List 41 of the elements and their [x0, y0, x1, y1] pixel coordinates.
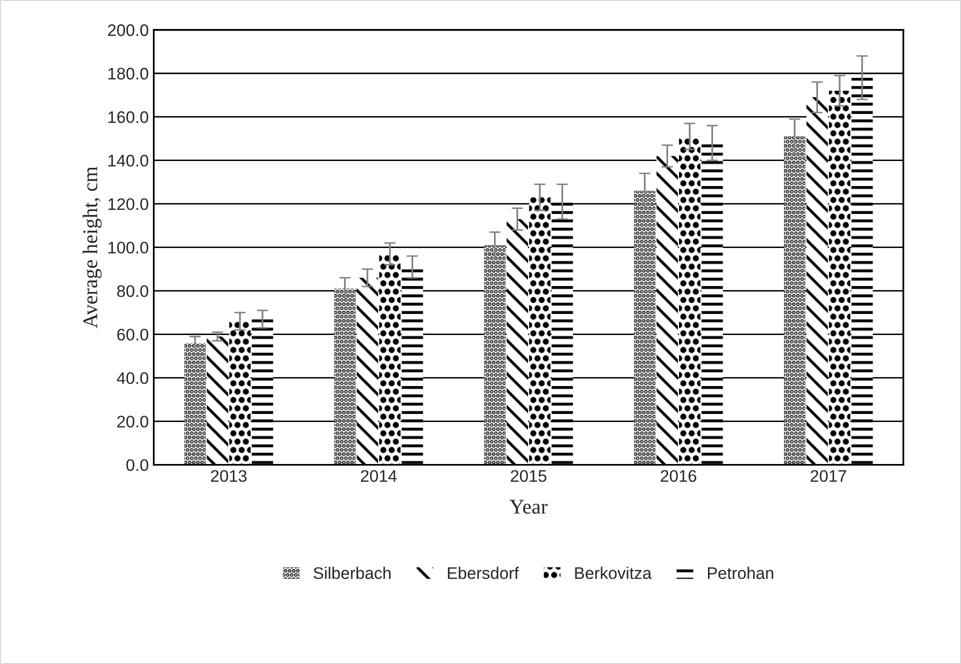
y-tick-label: 140.0 — [108, 154, 148, 167]
y-axis-title: Average height, cm — [82, 166, 102, 328]
legend-label: Silberbach — [314, 566, 390, 580]
bar — [851, 78, 873, 465]
y-tick-label: 180.0 — [108, 68, 148, 80]
bar — [828, 90, 850, 465]
y-tick-label: 40.0 — [116, 372, 148, 384]
bar — [356, 278, 378, 465]
y-tick-label: 200.0 — [108, 24, 148, 36]
bar — [252, 319, 274, 465]
y-tick-label: 120.0 — [108, 198, 148, 210]
bar — [334, 288, 356, 465]
legend-label: Ebersdorf — [448, 566, 519, 580]
bar — [506, 219, 528, 465]
bar — [529, 197, 550, 465]
x-tick-label: 2013 — [211, 470, 247, 482]
y-tick-label: 20.0 — [117, 416, 148, 428]
bar — [552, 202, 573, 465]
y-tick-label: 60.0 — [117, 328, 148, 341]
y-tick-label: 0.0 — [126, 459, 148, 472]
y-tick-label: 100.0 — [108, 242, 148, 254]
bar — [634, 190, 656, 465]
bar — [702, 142, 723, 465]
x-axis-title: Year — [510, 500, 548, 514]
bar — [206, 336, 228, 465]
bar — [679, 136, 700, 465]
legend-label: Berkovitza — [575, 566, 652, 580]
bar — [784, 136, 806, 465]
x-tick-label: 2017 — [810, 470, 846, 482]
x-tick-label: 2016 — [660, 470, 696, 482]
legend-label: Petrohan — [708, 566, 774, 580]
x-tick-label: 2015 — [510, 470, 546, 482]
bar — [379, 254, 401, 465]
bar — [806, 97, 828, 465]
y-tick-label: 160.0 — [108, 111, 148, 124]
bar — [484, 245, 506, 465]
y-tick-label: 80.0 — [117, 285, 148, 298]
bar — [229, 321, 251, 465]
bar — [184, 343, 206, 465]
x-tick-label: 2014 — [360, 470, 397, 482]
bar — [656, 156, 678, 465]
